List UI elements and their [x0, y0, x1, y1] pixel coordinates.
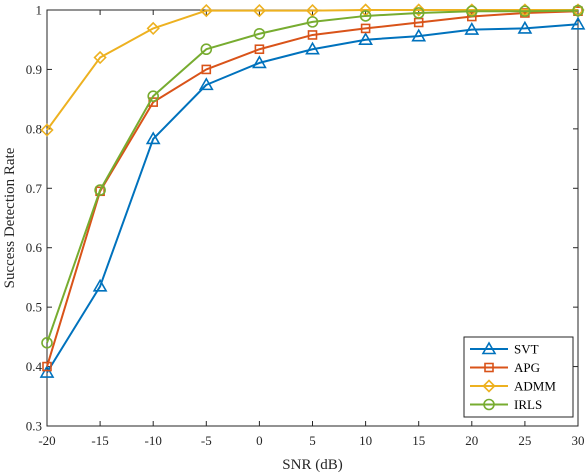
legend-item-irls: IRLS [470, 397, 542, 412]
legend-label-irls: IRLS [514, 397, 542, 412]
data-point-irls [94, 184, 106, 196]
legend-marker-svt [481, 341, 497, 355]
data-point-svt [198, 77, 214, 91]
data-point-svt [517, 20, 533, 34]
series-layer [39, 3, 586, 378]
x-tick-label: 10 [359, 433, 372, 448]
data-point-svt [464, 21, 480, 35]
data-point-irls [465, 5, 478, 17]
data-point-svt [358, 32, 373, 46]
data-point-admm [252, 3, 267, 18]
y-tick-label: 0.8 [26, 121, 42, 136]
data-point-apg [42, 361, 52, 372]
x-axis-title: SNR (dB) [282, 457, 342, 473]
legend-item-svt: SVT [470, 341, 539, 357]
x-tick-label: -5 [201, 433, 212, 448]
y-tick-label: 0.4 [26, 359, 43, 374]
data-point-apg [307, 30, 318, 40]
data-point-irls [359, 10, 372, 22]
series-line-apg [46, 10, 579, 367]
data-point-svt [570, 16, 586, 30]
series-svt [39, 16, 586, 378]
data-point-admm [412, 3, 426, 17]
series-line-svt [46, 23, 579, 374]
data-point-apg [466, 11, 477, 22]
y-tick-label: 0.7 [26, 181, 43, 196]
y-tick-label: 0.9 [26, 62, 42, 77]
legend-item-admm: ADMM [470, 379, 556, 394]
data-point-svt [145, 131, 161, 145]
y-tick-label: 1 [36, 3, 43, 18]
y-tick-label: 0.6 [26, 240, 43, 255]
legend-label-apg: APG [514, 360, 540, 375]
data-point-svt [305, 41, 320, 55]
data-point-apg [254, 44, 265, 55]
x-tick-label: 5 [309, 433, 316, 448]
data-point-svt [92, 278, 108, 292]
data-point-svt [252, 55, 267, 69]
data-point-admm [93, 50, 107, 65]
data-point-irls [147, 90, 159, 102]
x-tick-label: 20 [465, 433, 478, 448]
data-point-irls [306, 16, 319, 28]
x-tick-label: -10 [145, 433, 162, 448]
legend-marker-apg [484, 362, 494, 373]
x-tick-label: -20 [38, 433, 55, 448]
y-tick-label: 0.5 [26, 300, 42, 315]
y-axis-title: Success Detection Rate [2, 147, 18, 288]
data-point-admm [40, 123, 54, 137]
x-tick-label: 30 [572, 433, 585, 448]
legend-marker-irls [483, 398, 495, 411]
data-point-irls [412, 7, 425, 19]
data-point-irls [200, 43, 213, 56]
data-point-admm [146, 21, 160, 36]
legend-label-admm: ADMM [514, 379, 556, 394]
legend-marker-admm [482, 379, 496, 393]
legend: SVT APG ADMM IRLS [463, 336, 574, 418]
series-line-admm [46, 9, 578, 131]
series-line-irls [46, 9, 579, 344]
data-point-admm [199, 3, 213, 18]
data-point-irls [572, 4, 584, 17]
x-tick-label: 15 [412, 433, 425, 448]
data-point-svt [39, 364, 55, 378]
y-axis: 0.3 0.4 0.5 0.6 0.7 0.8 0.9 1 [26, 3, 578, 434]
data-point-irls [253, 27, 266, 40]
data-point-irls [519, 5, 531, 17]
x-tick-label: 25 [518, 433, 531, 448]
legend-item-apg: APG [470, 360, 540, 375]
data-point-irls [41, 336, 53, 349]
data-point-apg [360, 23, 371, 34]
legend-label-svt: SVT [514, 342, 539, 357]
x-tick-label: -15 [91, 433, 108, 448]
x-axis: -20 -15 -10 -5 0 5 10 15 20 25 30 [38, 10, 585, 448]
x-tick-label: 0 [256, 433, 263, 448]
data-point-apg [201, 64, 212, 75]
series-irls [41, 4, 584, 349]
y-tick-label: 0.3 [26, 419, 42, 434]
data-point-svt [411, 28, 427, 42]
